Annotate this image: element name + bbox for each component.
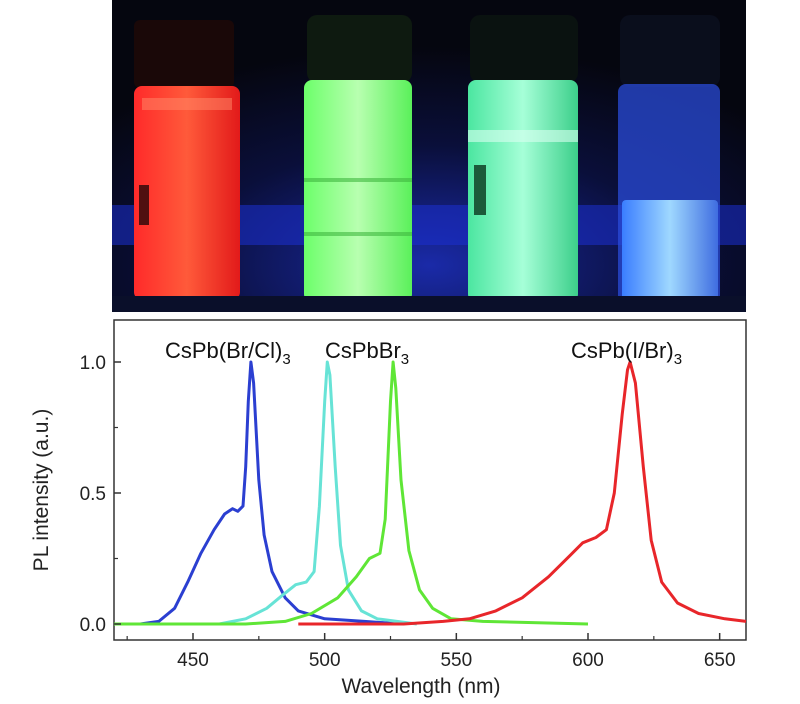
series-label-i-br: CsPb(I/Br)3 [571,338,682,368]
y-tick-label: 1.0 [80,353,106,374]
series-line-2 [114,360,589,626]
series-label-br: CsPbBr3 [325,338,409,368]
plot-frame [113,319,747,641]
pl-spectrum-chart: 450 500 550 600 650 0.0 0.5 1.0 CsPb(Br/Cl)3 Cs… [30,319,747,698]
y-tick-label: 0.5 [80,484,106,505]
x-tick-label: 500 [309,650,341,671]
series-line-3 [298,360,747,626]
series-line-1 [219,360,417,626]
y-axis-title: PL intensity (a.u.) [30,409,53,572]
blue-vial [618,15,720,304]
teal-vial [468,15,578,302]
series-line-0 [140,360,404,626]
red-vial [134,20,240,300]
y-tick-label: 0.0 [80,615,106,636]
series-curves [114,360,747,626]
x-axis-title: Wavelength (nm) [341,675,500,698]
x-tick-label: 600 [572,650,604,671]
axis-ticks: 450 500 550 600 650 0.0 0.5 1.0 [80,353,736,671]
series-label-br-cl: CsPb(Br/Cl)3 [165,338,291,368]
vials-photo [112,0,746,312]
green-vial [304,15,412,302]
x-tick-label: 450 [177,650,209,671]
x-tick-label: 650 [704,650,736,671]
x-tick-label: 550 [440,650,472,671]
